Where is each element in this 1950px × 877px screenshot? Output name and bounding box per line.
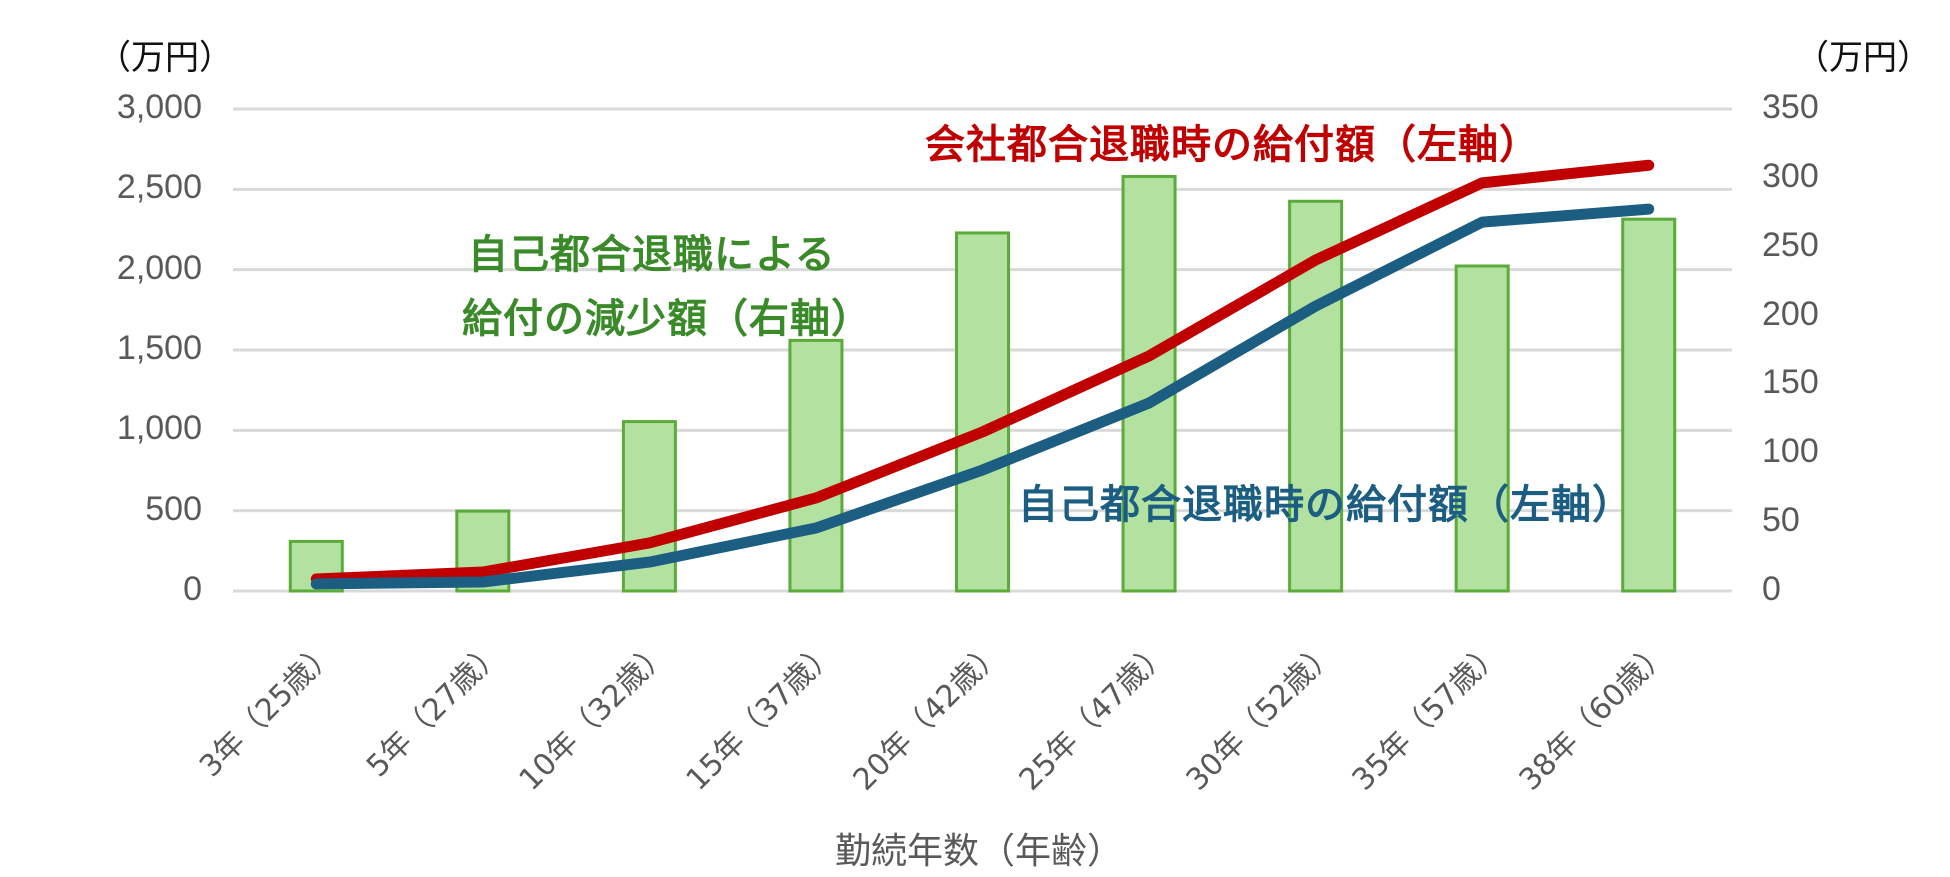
annotation-reduction-line2: 給付の減少額（右軸） [462,296,872,342]
bar-reduction [1121,174,1177,593]
left-axis-tick: 2,500 [116,168,202,207]
line-self-benefit [310,203,1655,590]
bar-reduction [955,231,1010,593]
left-axis-tick: 1,000 [116,409,202,448]
annotation-self-benefit: 自己都合退職時の給付額（左軸） [1018,482,1633,528]
bar-reduction [1454,264,1510,593]
left-axis-tick: 500 [145,489,202,528]
bar-reduction [788,338,844,593]
right-axis-tick: 50 [1762,501,1800,540]
right-axis-tick: 100 [1762,432,1819,471]
annotation-company-benefit: 会社都合退職時の給付額（左軸） [925,122,1540,168]
right-axis-tick: 350 [1762,88,1819,126]
left-axis-tick: 2,000 [116,248,202,287]
right-axis-tick: 250 [1762,225,1819,264]
annotation-reduction-line1: 自己都合退職による [468,232,836,278]
right-axis-tick: 0 [1762,570,1781,608]
x-axis-title: 勤続年数（年齢） [835,831,1124,872]
right-axis-tick: 300 [1762,156,1819,195]
left-axis-tick: 3,000 [116,88,202,126]
left-axis-tick: 0 [183,570,202,608]
left-axis-unit: （万円） [97,38,233,78]
left-axis-tick: 1,500 [116,329,202,367]
right-axis-unit: （万円） [1795,38,1931,78]
bar-reduction [1621,217,1677,593]
right-axis-tick: 200 [1762,294,1819,333]
right-axis-tick: 150 [1762,363,1819,402]
line-company-benefit [310,159,1655,585]
